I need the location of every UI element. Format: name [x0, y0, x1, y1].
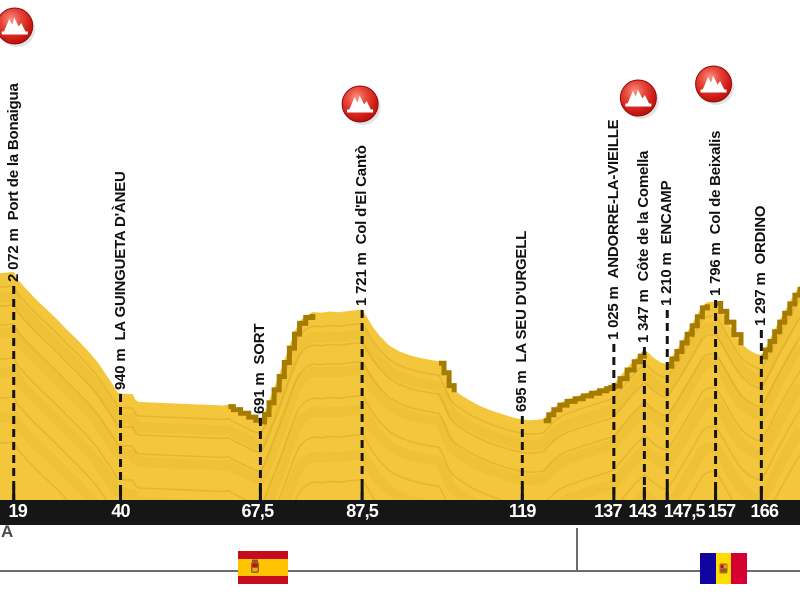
distance-label: 157	[707, 501, 736, 521]
country-timeline	[0, 570, 800, 572]
distance-tick	[759, 487, 763, 500]
distance-tick	[119, 487, 123, 500]
distance-tick	[12, 487, 16, 500]
mountain-icon	[627, 89, 650, 104]
steep-slope-shading	[715, 301, 744, 346]
distance-tick	[665, 487, 669, 500]
left-cutoff-text: A	[1, 522, 14, 541]
distance-tick	[612, 487, 616, 500]
andorra-coat-of-arms	[719, 563, 728, 574]
distance-tick	[642, 487, 646, 500]
steep-slope-shading	[260, 314, 316, 425]
distance-tick	[714, 487, 718, 500]
steep-slope-shading	[761, 287, 800, 360]
mountain-icon	[702, 75, 725, 90]
mountain-icon	[349, 95, 372, 110]
distance-label: 137	[594, 501, 622, 521]
distance-tick	[258, 487, 262, 500]
marker-label: 2 072 m Port de la Bonaigua	[4, 83, 22, 282]
steep-slope-shading	[438, 360, 457, 393]
marker-label: 1 210 m ENCAMP	[658, 180, 676, 306]
marker-label: 1 796 m Col de Beixalis	[706, 130, 724, 296]
distance-tick	[360, 487, 364, 500]
marker-label: 1 721 m Col d'El Cantò	[353, 145, 371, 306]
country-border-tick	[576, 528, 578, 572]
climb-category-icon	[695, 65, 735, 105]
marker-label: 1 347 m Côte de la Comella	[635, 150, 653, 343]
climb-category-icon	[341, 85, 381, 125]
marker-label: 1 297 m ORDINO	[752, 205, 770, 326]
distance-label: 40	[111, 501, 130, 521]
distance-label: 143	[628, 501, 657, 521]
profile-area	[0, 271, 800, 502]
climb-category-icon	[0, 7, 36, 47]
marker-label: 691 m SORT	[251, 323, 269, 414]
distance-label: 67,5	[241, 501, 274, 521]
distance-label: 87,5	[346, 501, 379, 521]
distance-label: 147,5	[663, 501, 706, 521]
distance-label: 166	[750, 501, 779, 521]
distance-label: 19	[8, 501, 28, 521]
steep-slope-shading	[543, 351, 647, 424]
climb-category-icon	[619, 79, 659, 119]
marker-label: 940 m LA GUINGUETA D'ÀNEU	[111, 171, 129, 390]
spain-coat-of-arms	[251, 559, 259, 573]
steep-slope-shading	[228, 404, 263, 423]
distance-tick	[520, 487, 524, 500]
distance-label: 119	[508, 501, 536, 521]
distance-bar	[0, 500, 800, 525]
terrain-texture	[0, 285, 800, 502]
mountain-icon	[3, 17, 26, 32]
marker-label: 1 025 m ANDORRE-LA-VIEILLE	[604, 119, 622, 340]
marker-label: 695 m LA SEU D'URGELL	[513, 230, 531, 412]
steep-slope-shading	[667, 304, 710, 369]
